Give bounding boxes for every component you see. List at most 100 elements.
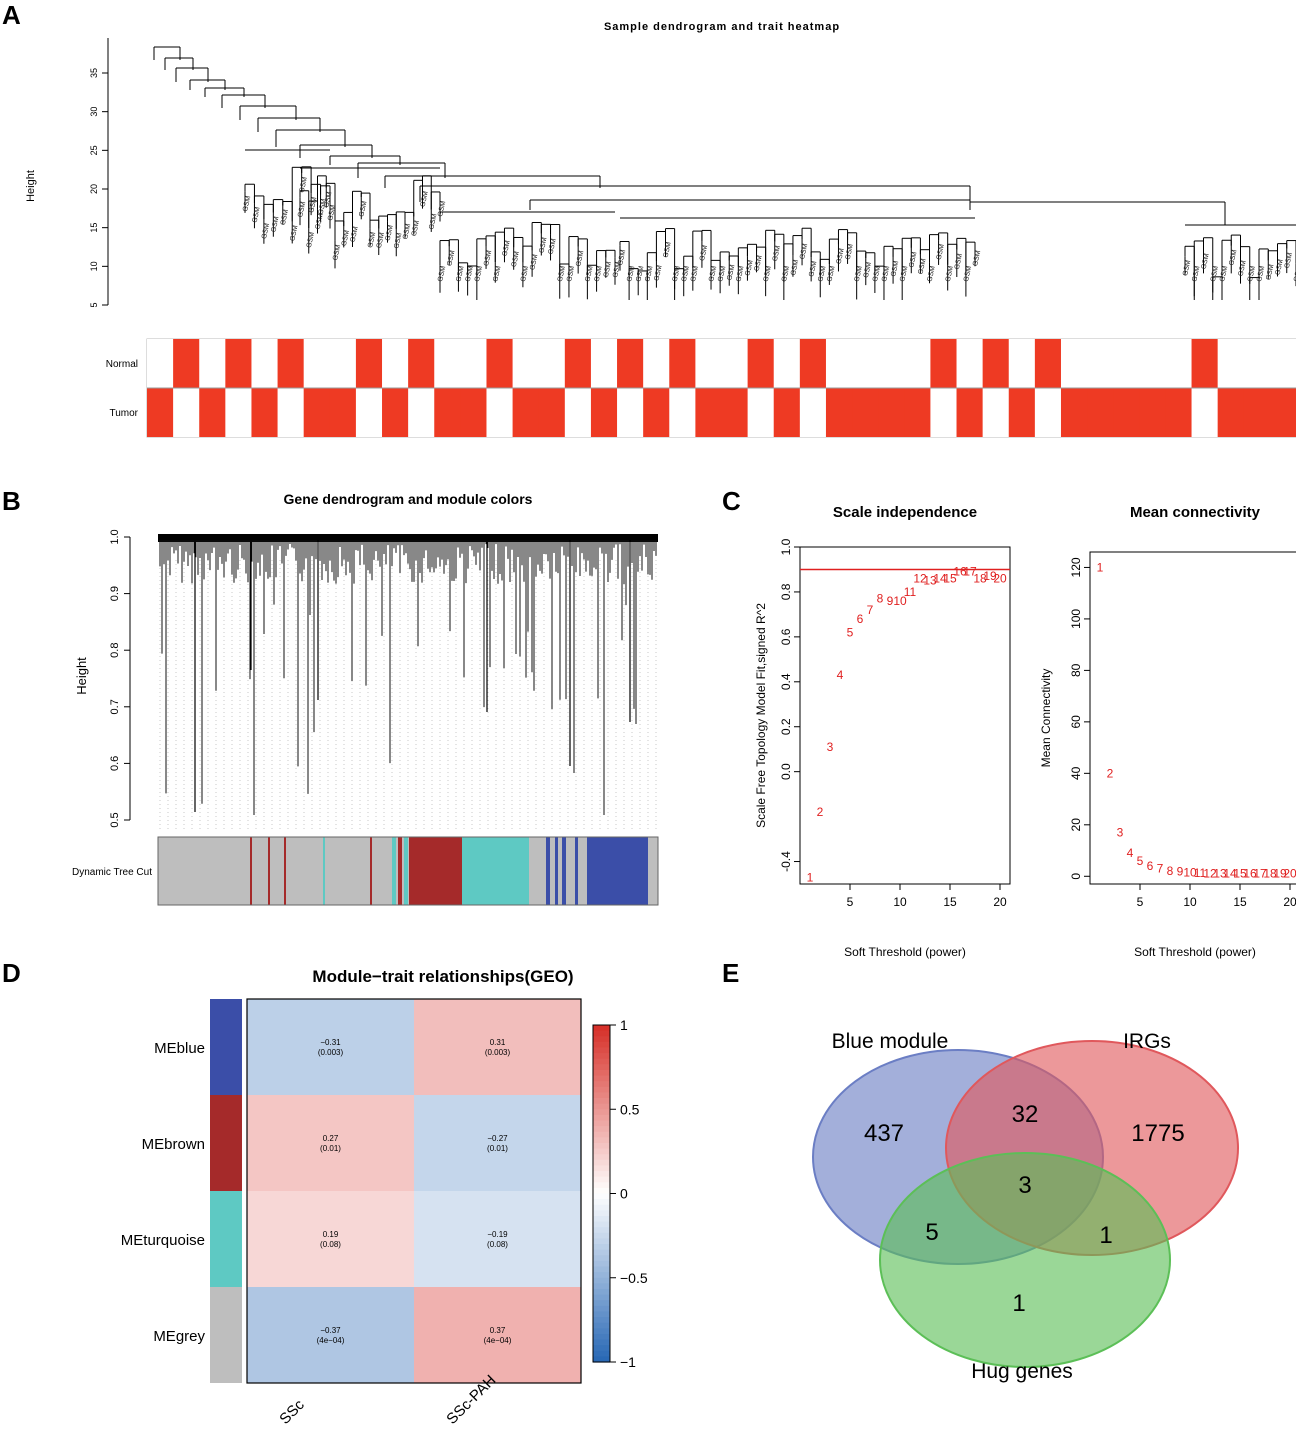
legend-gradient-step <box>593 1086 610 1093</box>
data-point-label: 9 <box>887 594 894 608</box>
tumor-cell <box>1060 388 1088 437</box>
ytick-label: 60 <box>1069 715 1083 729</box>
data-point-label: 14 <box>1223 867 1237 881</box>
a-leaf-label: GSM <box>575 250 585 267</box>
legend-gradient-step <box>593 1064 610 1071</box>
legend-gradient-step <box>593 1114 610 1122</box>
a-leaf-label: GSM <box>341 230 351 247</box>
a-leaf-label: GSM <box>890 260 900 277</box>
legend-gradient-step <box>593 1277 610 1284</box>
legend-gradient-step <box>593 1215 610 1223</box>
data-point-label: 7 <box>867 603 874 617</box>
a-leaf-label: GSM <box>1293 265 1296 282</box>
normal-cell <box>721 339 749 388</box>
b-ytick-label: 0.8 <box>109 643 121 658</box>
normal-cell <box>355 339 383 388</box>
legend-gradient-step <box>593 1255 610 1262</box>
xtick-label: 15 <box>1233 895 1247 909</box>
ytick-label: 100 <box>1069 609 1083 629</box>
plot-frame <box>1089 551 1296 885</box>
a-leaf-label: GSM <box>644 265 654 282</box>
a-leaf-label: GSM <box>474 265 484 282</box>
a-leaf-label: GSM <box>437 200 447 217</box>
legend-tick-label: 0 <box>620 1186 628 1202</box>
y-axis-label: Mean Connectivity <box>1039 669 1053 768</box>
trait-heatmap <box>146 338 1296 438</box>
module-color-swatch <box>210 1095 242 1191</box>
heatmap-cell <box>414 1287 581 1383</box>
legend-gradient-step <box>593 1081 610 1088</box>
a-leaf-label: GSM <box>308 196 318 213</box>
trait-label-tumor: Tumor <box>109 408 138 419</box>
module-segment <box>462 837 529 905</box>
tumor-cell <box>1217 388 1245 437</box>
data-point-label: 8 <box>877 592 884 606</box>
xtick-label: 5 <box>1137 895 1144 909</box>
legend-gradient-step <box>593 1137 610 1144</box>
a-leaf-label: GSM <box>584 265 594 282</box>
module-trait-heatmap: MEblue −0.31(0.003)0.31(0.003)MEbrown 0.27… <box>121 998 582 1428</box>
panel-b: B Gene dendrogram and module colors Heig… <box>2 486 659 906</box>
normal-cell <box>930 339 958 388</box>
normal-cell <box>617 339 644 388</box>
a-leaf-label: GSM <box>332 244 342 261</box>
a-leaf-label: GSM <box>252 206 262 223</box>
tumor-cell <box>1191 388 1219 437</box>
a-leaf-label: GSM <box>1247 265 1257 282</box>
b-ytick-label: 0.6 <box>109 756 121 771</box>
normal-cell <box>303 339 331 388</box>
a-leaf-label: GSM <box>663 241 673 258</box>
module-color-swatch <box>210 1191 242 1287</box>
panel-d-letter: D <box>2 958 21 988</box>
data-point-label: 18 <box>973 571 987 585</box>
x-axis-label: Soft Threshold (power) <box>1134 945 1256 959</box>
a-leaf-label: GSM <box>963 265 973 282</box>
a-leaf-label: GSM <box>270 216 280 233</box>
a-leaf-label: GSM <box>626 265 636 282</box>
legend-gradient-step <box>593 1350 610 1357</box>
legend-tick-label: −0.5 <box>620 1270 648 1286</box>
venn-set-label: Hug genes <box>971 1360 1073 1383</box>
a-leaf-label: GSM <box>772 245 782 262</box>
a-leaf-label: GSM <box>945 265 955 282</box>
panel-e-letter: E <box>722 958 739 988</box>
a-leaf-label: GSM <box>1265 264 1275 281</box>
normal-cell <box>1243 339 1271 388</box>
a-leaf-label: GSM <box>411 220 421 237</box>
data-point-label: 17 <box>963 565 977 579</box>
a-leaf-label: GSM <box>566 265 576 282</box>
tumor-cell <box>512 388 540 437</box>
module-segment <box>250 837 252 905</box>
legend-gradient-step <box>593 1148 610 1155</box>
legend-gradient-step <box>593 1339 610 1346</box>
a-leaf-label: GSM <box>483 250 493 267</box>
a-leaf-label: GSM <box>954 253 964 270</box>
p-value: (0.003) <box>318 1048 344 1057</box>
normal-cell <box>251 339 279 388</box>
tumor-cell <box>1269 388 1296 437</box>
tumor-cell <box>773 388 801 437</box>
a-leaf-label: GSM <box>936 243 946 260</box>
a-leaf-label: GSM <box>817 265 827 282</box>
module-segment <box>398 837 402 905</box>
legend-gradient-step <box>593 1053 610 1060</box>
p-value: (0.08) <box>320 1240 341 1249</box>
normal-cell <box>799 339 827 388</box>
legend-gradient-step <box>593 1103 610 1110</box>
a-leaf-label: GSM <box>863 261 873 278</box>
a-leaf-label: GSM <box>538 237 548 254</box>
legend-gradient-step <box>593 1305 610 1313</box>
a-leaf-label: GSM <box>242 195 252 212</box>
a-ytick-label: 5 <box>89 302 99 307</box>
normal-cell <box>669 339 696 388</box>
a-leaf-label: GSM <box>315 213 325 230</box>
legend-gradient-step <box>593 1210 610 1217</box>
legend-gradient-step <box>593 1249 610 1256</box>
a-leaf-label: GSM <box>402 223 412 240</box>
tumor-cell <box>1165 388 1193 437</box>
legend-tick-label: 1 <box>620 1017 628 1033</box>
a-leaf-label: GSM <box>612 261 622 278</box>
heatmap-cell <box>247 1191 414 1287</box>
legend-gradient-step <box>593 1126 610 1133</box>
